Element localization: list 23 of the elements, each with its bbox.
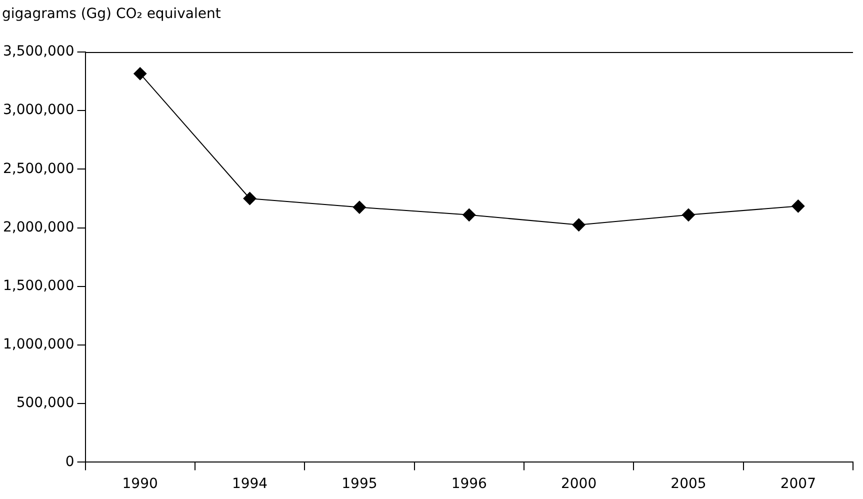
point [572,218,586,232]
y-tick-label: 2,500,000 [2,160,74,177]
x-tick-label: 2007 [780,476,816,492]
y-axis-title: gigagrams (Gg) CO₂ equivalent [2,6,221,22]
x-tick-label: 1990 [122,476,158,492]
y-tick-label: 3,000,000 [2,102,74,118]
point [352,200,366,214]
point [792,200,805,213]
point [462,208,476,222]
x-tick-label: 2005 [670,476,706,492]
y-tick-label: 1,500,000 [2,278,74,294]
y-tick-label: 1,000,000 [2,336,74,353]
x-tick-label: 1996 [451,476,488,492]
point [682,208,695,222]
y-tick-label: 2,000,000 [2,219,74,236]
point [243,192,256,205]
point [134,67,147,80]
y-tick-label: 0 [65,454,74,470]
x-tick-label: 1994 [232,476,268,492]
y-tick-label: 500,000 [16,395,74,412]
y-tick-label: 3,500,000 [2,44,74,60]
x-tick-label: 2000 [560,476,597,492]
x-tick-label: 1995 [342,476,378,492]
